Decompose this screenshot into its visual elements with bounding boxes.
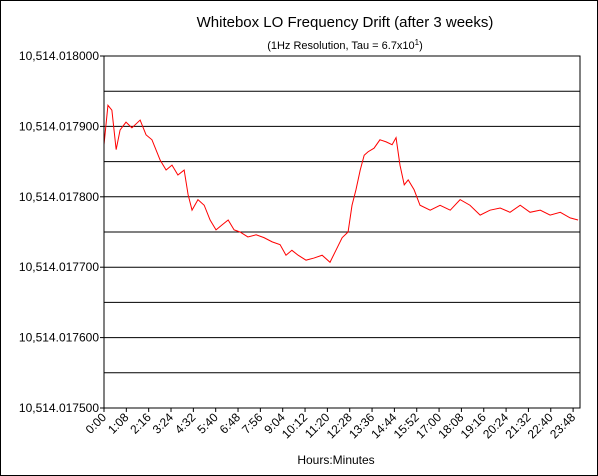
chart-subtitle: (1Hz Resolution, Tau = 6.7x101) — [267, 38, 423, 52]
subtitle-text: (1Hz Resolution, Tau = 6.7x10 — [267, 40, 414, 52]
y-tick-label: 10,514.017700 — [19, 260, 99, 274]
x-axis-label: Hours:Minutes — [297, 453, 374, 467]
data-line — [103, 104, 579, 264]
y-tick-label: 10,514.017600 — [19, 331, 99, 345]
subtitle-exponent: 1 — [415, 38, 420, 47]
chart-title: Whitebox LO Frequency Drift (after 3 wee… — [197, 14, 494, 31]
plot-border — [103, 55, 581, 409]
subtitle-end: ) — [419, 40, 423, 52]
y-tick-label: 10,514.018000 — [19, 49, 99, 63]
y-tick-label: 10,514.017900 — [19, 119, 99, 133]
y-tick-label: 10,514.017500 — [19, 401, 99, 415]
y-tick-label: 10,514.017800 — [19, 190, 99, 204]
